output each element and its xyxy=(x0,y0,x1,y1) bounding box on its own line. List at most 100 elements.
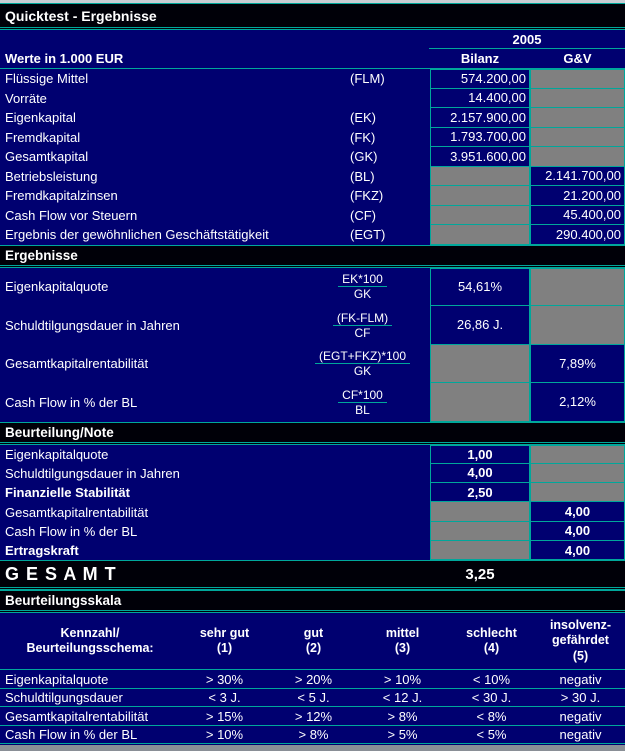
table-row: Fremdkapital (FK) 1.793.700,00 xyxy=(0,127,625,147)
bilanz-note-cell[interactable]: 2,50 xyxy=(430,483,530,503)
formula-numerator: (FK-FLM) xyxy=(336,310,389,325)
guv-na-cell xyxy=(530,444,625,464)
guv-na-cell xyxy=(530,306,625,345)
ratio-formula: EK*100 GK xyxy=(295,268,430,307)
bilanz-result-cell[interactable]: 26,86 J. xyxy=(430,306,530,345)
table-row: Flüssige Mittel (FLM) 574.200,00 xyxy=(0,69,625,89)
scale-row: Eigenkapitalquote > 30% > 20% > 10% < 10… xyxy=(0,670,625,689)
note-label: Ertragskraft xyxy=(5,543,79,559)
scale-cell: < 30 J. xyxy=(471,690,512,706)
scale-cell: < 3 J. xyxy=(208,690,241,706)
bilanz-value-cell[interactable]: 1.793.700,00 xyxy=(430,127,530,147)
scale-cell: negativ xyxy=(559,671,602,687)
bilanz-na-cell xyxy=(430,502,530,522)
table-row: Betriebsleistung (BL) 2.141.700,00 xyxy=(0,166,625,186)
guv-na-cell xyxy=(530,483,625,503)
section-title: Ergebnisse xyxy=(5,247,78,263)
guv-result-cell[interactable]: 7,89% xyxy=(530,344,625,383)
ratio-label: Cash Flow in % der BL xyxy=(5,394,138,410)
scale-cell: negativ xyxy=(559,727,602,743)
scale-cell: > 5% xyxy=(387,727,418,743)
bilanz-result-cell[interactable]: 54,61% xyxy=(430,267,530,306)
scale-cell: > 15% xyxy=(205,708,244,724)
scale-cell: > 10% xyxy=(383,671,422,687)
row-code: (GK) xyxy=(350,149,378,165)
guv-na-cell xyxy=(530,69,625,89)
scale-cell: > 8% xyxy=(298,727,329,743)
note-row: Gesamtkapitalrentabilität 4,00 xyxy=(0,502,625,522)
formula-numerator: CF*100 xyxy=(342,387,383,402)
scale-cell: > 20% xyxy=(294,671,333,687)
formula-denominator: BL xyxy=(338,401,387,417)
bilanz-na-cell xyxy=(430,166,530,186)
ratio-label: Eigenkapitalquote xyxy=(5,279,109,295)
table-row: Vorräte 14.400,00 xyxy=(0,88,625,108)
note-label: Finanzielle Stabilität xyxy=(5,485,130,501)
guv-na-cell xyxy=(530,108,625,128)
row-code: (FK) xyxy=(350,129,376,145)
bilanz-note-cell[interactable]: 4,00 xyxy=(430,463,530,484)
bilanz-value-cell[interactable]: 3.951.600,00 xyxy=(430,147,530,167)
window-chrome-bottom xyxy=(0,745,625,751)
bilanz-na-cell xyxy=(430,344,530,383)
ratio-formula: CF*100 BL xyxy=(295,383,430,422)
column-header-row: Werte in 1.000 EUR Bilanz G&V xyxy=(0,49,625,69)
scale-cell: > 12% xyxy=(294,708,333,724)
guv-value-cell[interactable]: 290.400,00 xyxy=(530,225,625,245)
row-code: (BL) xyxy=(350,168,375,184)
section-beurteilung-band: Beurteilung/Note xyxy=(0,421,625,445)
column-header-guv: G&V xyxy=(563,51,592,66)
ratio-row: Cash Flow in % der BL CF*100 BL 2,12% xyxy=(0,383,625,422)
table-row: Ergebnis der gewöhnlichen Geschäftstätig… xyxy=(0,225,625,245)
guv-na-cell xyxy=(530,147,625,167)
scale-cell: > 10% xyxy=(205,727,244,743)
note-label: Schuldtilgungsdauer in Jahren xyxy=(5,465,180,481)
row-code: (FKZ) xyxy=(350,188,384,204)
guv-value-cell[interactable]: 2.141.700,00 xyxy=(530,166,625,186)
input-rows: Flüssige Mittel (FLM) 574.200,00 Vorräte… xyxy=(0,69,625,245)
scale-row: Gesamtkapitalrentabilität > 15% > 12% > … xyxy=(0,707,625,726)
table-row: Fremdkapitalzinsen (FKZ) 21.200,00 xyxy=(0,186,625,206)
bilanz-value-cell[interactable]: 2.157.900,00 xyxy=(430,108,530,128)
row-code: (CF) xyxy=(350,207,376,223)
note-row: Finanzielle Stabilität 2,50 xyxy=(0,483,625,503)
scale-col-header: mittel (3) xyxy=(385,625,420,656)
row-code: (FLM) xyxy=(350,71,385,87)
scale-cell: negativ xyxy=(559,708,602,724)
bilanz-value-cell[interactable]: 14.400,00 xyxy=(430,88,530,108)
guv-na-cell xyxy=(530,127,625,147)
total-band: G E S A M T 3,25 xyxy=(0,560,625,591)
row-code: (EK) xyxy=(350,110,376,126)
scale-cell: < 8% xyxy=(476,708,507,724)
scale-col-header: insolvenz- gefährdet (5) xyxy=(549,617,612,664)
ratio-row: Eigenkapitalquote EK*100 GK 54,61% xyxy=(0,267,625,307)
ratio-label: Gesamtkapitalrentabilität xyxy=(5,356,149,372)
guv-note-cell[interactable]: 4,00 xyxy=(530,502,625,522)
scale-cell: < 12 J. xyxy=(382,690,423,706)
ratio-row: Schuldtilgungsdauer in Jahren (FK-FLM) C… xyxy=(0,306,625,345)
formula-denominator: CF xyxy=(332,324,393,340)
guv-value-cell[interactable]: 45.400,00 xyxy=(530,205,625,225)
guv-value-cell[interactable]: 21.200,00 xyxy=(530,186,625,206)
section-title: Beurteilung/Note xyxy=(5,424,114,440)
bilanz-value-cell[interactable]: 574.200,00 xyxy=(430,69,530,89)
bilanz-na-cell xyxy=(430,225,530,245)
year-spacer xyxy=(0,30,429,49)
row-label: Eigenkapital xyxy=(5,110,76,126)
guv-na-cell xyxy=(530,88,625,108)
scale-row: Schuldtilgungsdauer < 3 J. < 5 J. < 12 J… xyxy=(0,689,625,708)
scale-cell: > 30% xyxy=(205,671,244,687)
total-value[interactable]: 3,25 xyxy=(465,565,495,583)
bilanz-note-cell[interactable]: 1,00 xyxy=(430,444,530,464)
note-row: Eigenkapitalquote 1,00 xyxy=(0,444,625,464)
section-title: Beurteilungsskala xyxy=(5,593,122,609)
guv-na-cell xyxy=(530,267,625,306)
ratio-formula: (FK-FLM) CF xyxy=(295,306,430,345)
row-code: (EGT) xyxy=(350,227,386,243)
formula-denominator: GK xyxy=(314,363,411,378)
guv-result-cell[interactable]: 2,12% xyxy=(530,383,625,422)
row-label: Fremdkapital xyxy=(5,129,81,145)
guv-note-cell[interactable]: 4,00 xyxy=(530,540,625,561)
guv-note-cell[interactable]: 4,00 xyxy=(530,521,625,541)
